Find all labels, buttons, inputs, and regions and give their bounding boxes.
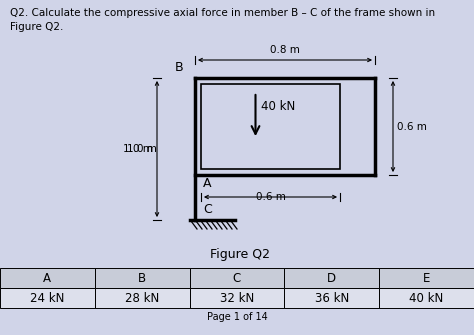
Text: Figure Q2: Figure Q2 [210,248,270,261]
Bar [0,288,95,308]
Bar [0,268,95,288]
Bar [379,268,474,288]
Text: 24 kN: 24 kN [30,291,64,305]
Text: D: D [327,271,337,284]
Bar [95,288,190,308]
Bar [379,288,474,308]
Text: 36 kN: 36 kN [315,291,349,305]
Text: Figure Q2.: Figure Q2. [10,22,64,32]
Text: 0.8 m: 0.8 m [270,45,300,55]
Text: A: A [44,271,51,284]
Text: 40 kN: 40 kN [410,291,444,305]
Text: C: C [203,203,212,216]
Text: 0.6 m: 0.6 m [255,192,285,202]
Text: 1.0 m: 1.0 m [127,144,157,154]
Bar [190,268,284,288]
Bar [190,288,284,308]
Text: 1.0 m: 1.0 m [123,144,153,154]
Text: Q2. Calculate the compressive axial force in member B – C of the frame shown in: Q2. Calculate the compressive axial forc… [10,8,435,18]
Text: B: B [174,61,183,74]
Text: Page 1 of 14: Page 1 of 14 [207,312,267,322]
Text: C: C [233,271,241,284]
Text: 32 kN: 32 kN [220,291,254,305]
Text: A: A [203,177,211,190]
Text: 0.6 m: 0.6 m [397,122,427,132]
Text: B: B [138,271,146,284]
Bar [284,288,379,308]
Bar [201,84,340,169]
Bar [95,268,190,288]
Text: 40 kN: 40 kN [262,100,296,113]
Bar [284,268,379,288]
Text: 28 kN: 28 kN [125,291,159,305]
Text: E: E [423,271,430,284]
